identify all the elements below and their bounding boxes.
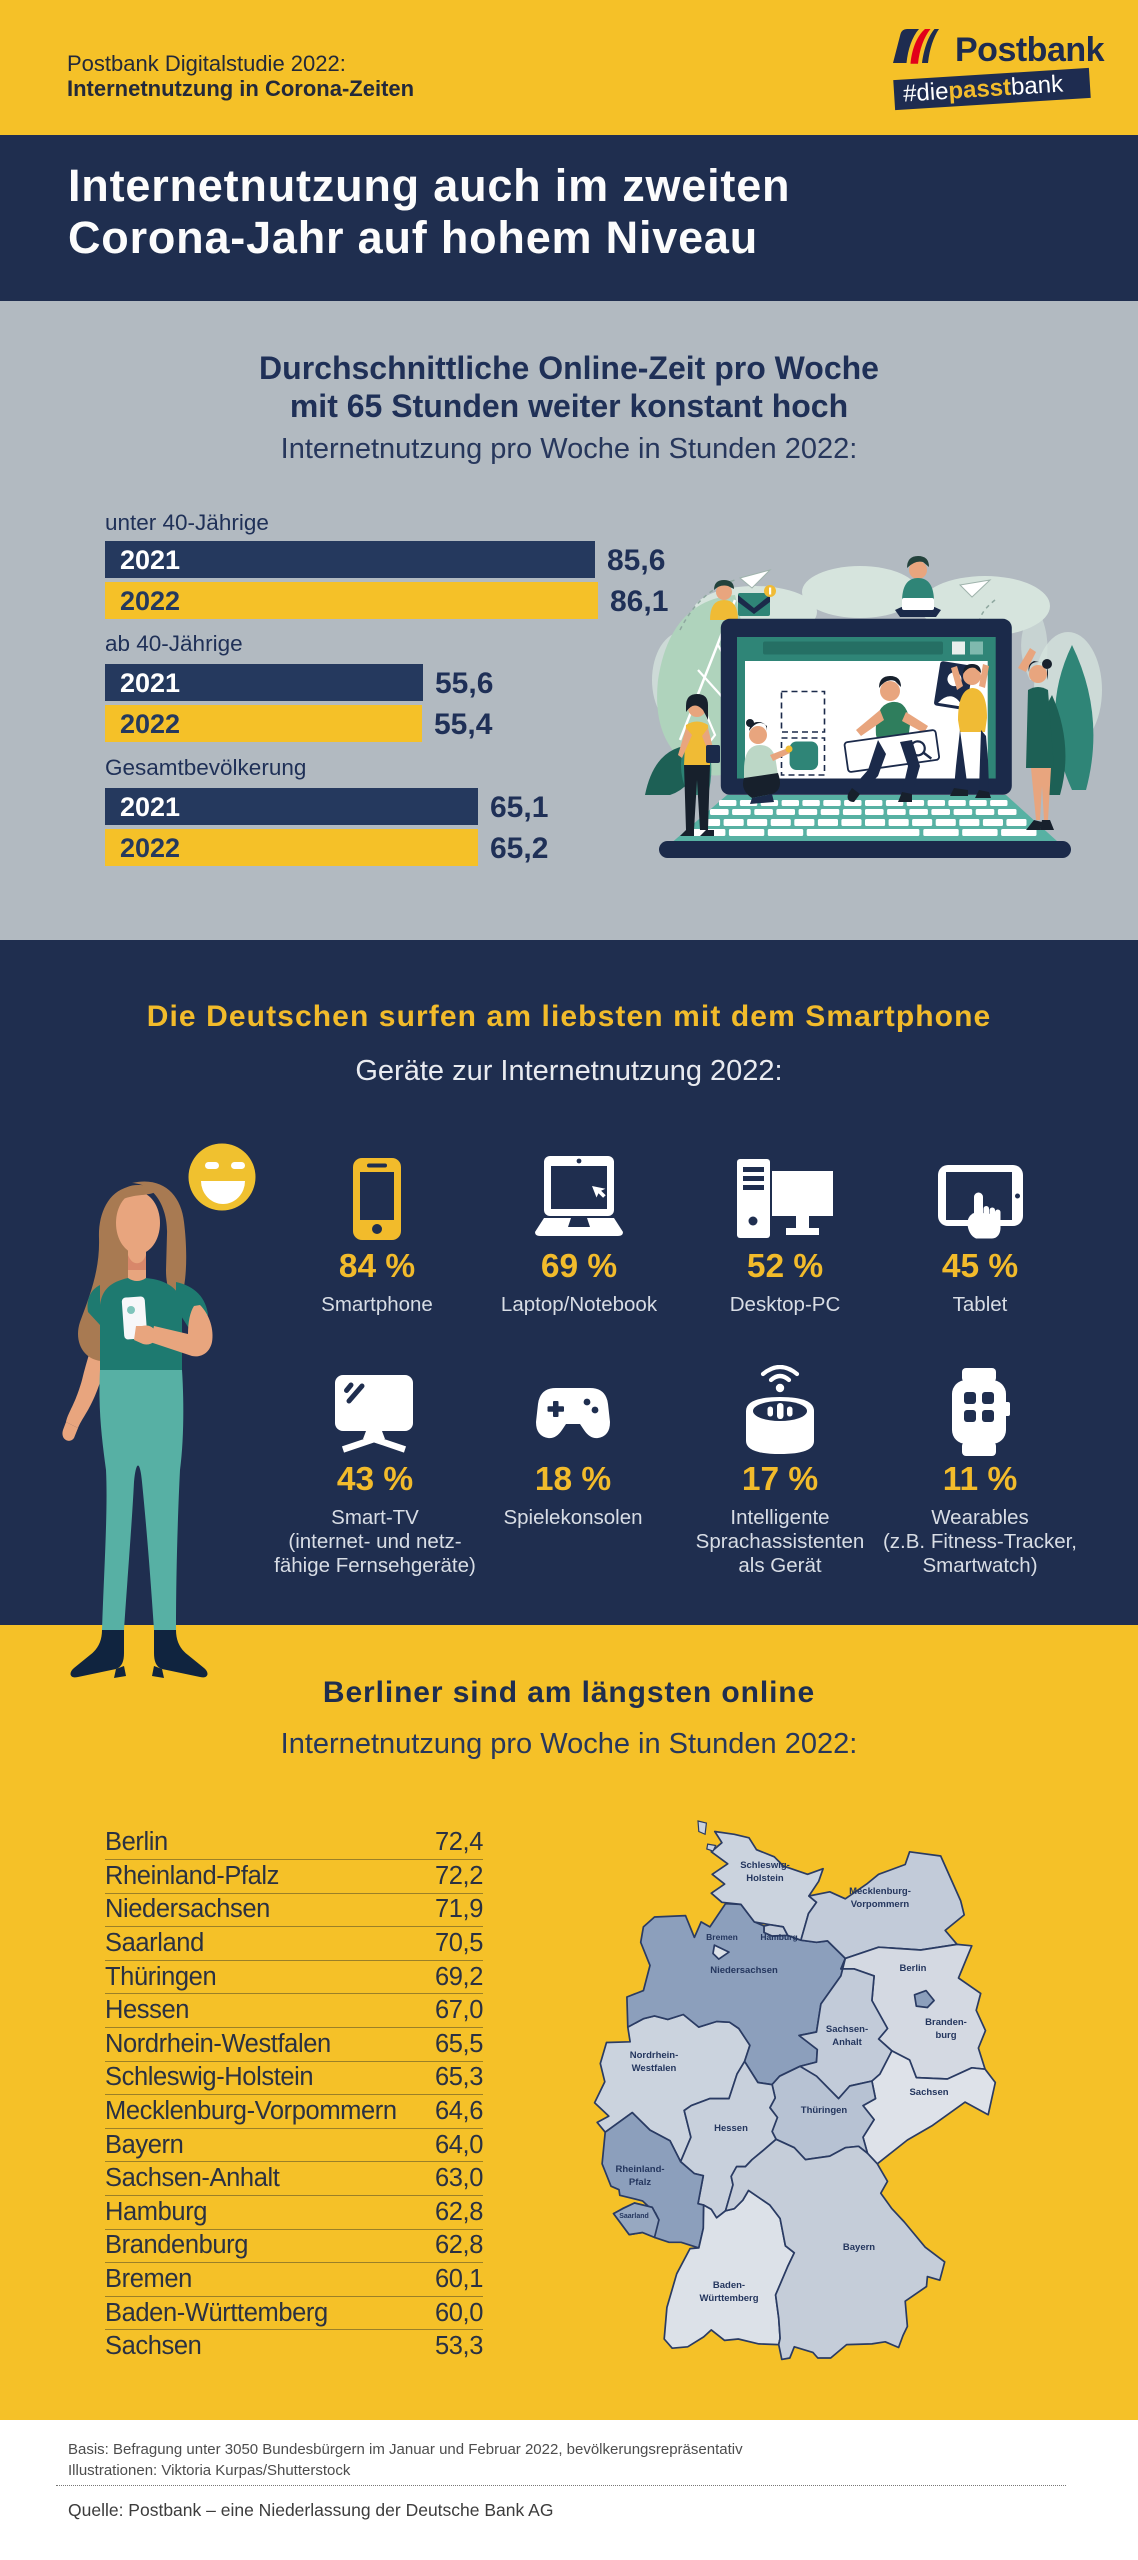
svg-text:Bayern: Bayern [843, 2242, 875, 2253]
svg-text:Schleswig-: Schleswig- [740, 1860, 790, 1871]
svg-text:Sachsen: Sachsen [909, 2087, 948, 2098]
svg-text:Rheinland-: Rheinland- [615, 2164, 664, 2175]
svg-text:Thüringen: Thüringen [801, 2105, 848, 2116]
svg-text:Vorpommern: Vorpommern [851, 1899, 910, 1910]
svg-text:Bremen: Bremen [706, 1932, 738, 1942]
svg-text:burg: burg [935, 2030, 956, 2041]
svg-text:Anhalt: Anhalt [832, 2037, 862, 2048]
svg-text:Hessen: Hessen [714, 2123, 748, 2134]
svg-text:Pfalz: Pfalz [629, 2177, 651, 2188]
svg-text:Hamburg: Hamburg [760, 1932, 797, 1942]
svg-text:Mecklenburg-: Mecklenburg- [849, 1886, 911, 1897]
svg-text:Niedersachsen: Niedersachsen [710, 1965, 778, 1976]
svg-text:Nordrhein-: Nordrhein- [630, 2050, 679, 2061]
svg-text:Württemberg: Württemberg [699, 2293, 758, 2304]
svg-text:Branden-: Branden- [925, 2017, 967, 2028]
svg-text:Sachsen-: Sachsen- [826, 2024, 868, 2035]
svg-text:Berlin: Berlin [900, 1963, 927, 1974]
svg-text:Saarland: Saarland [619, 2213, 649, 2220]
svg-text:Baden-: Baden- [713, 2280, 745, 2291]
svg-text:Holstein: Holstein [746, 1873, 784, 1884]
svg-text:Westfalen: Westfalen [632, 2063, 677, 2074]
